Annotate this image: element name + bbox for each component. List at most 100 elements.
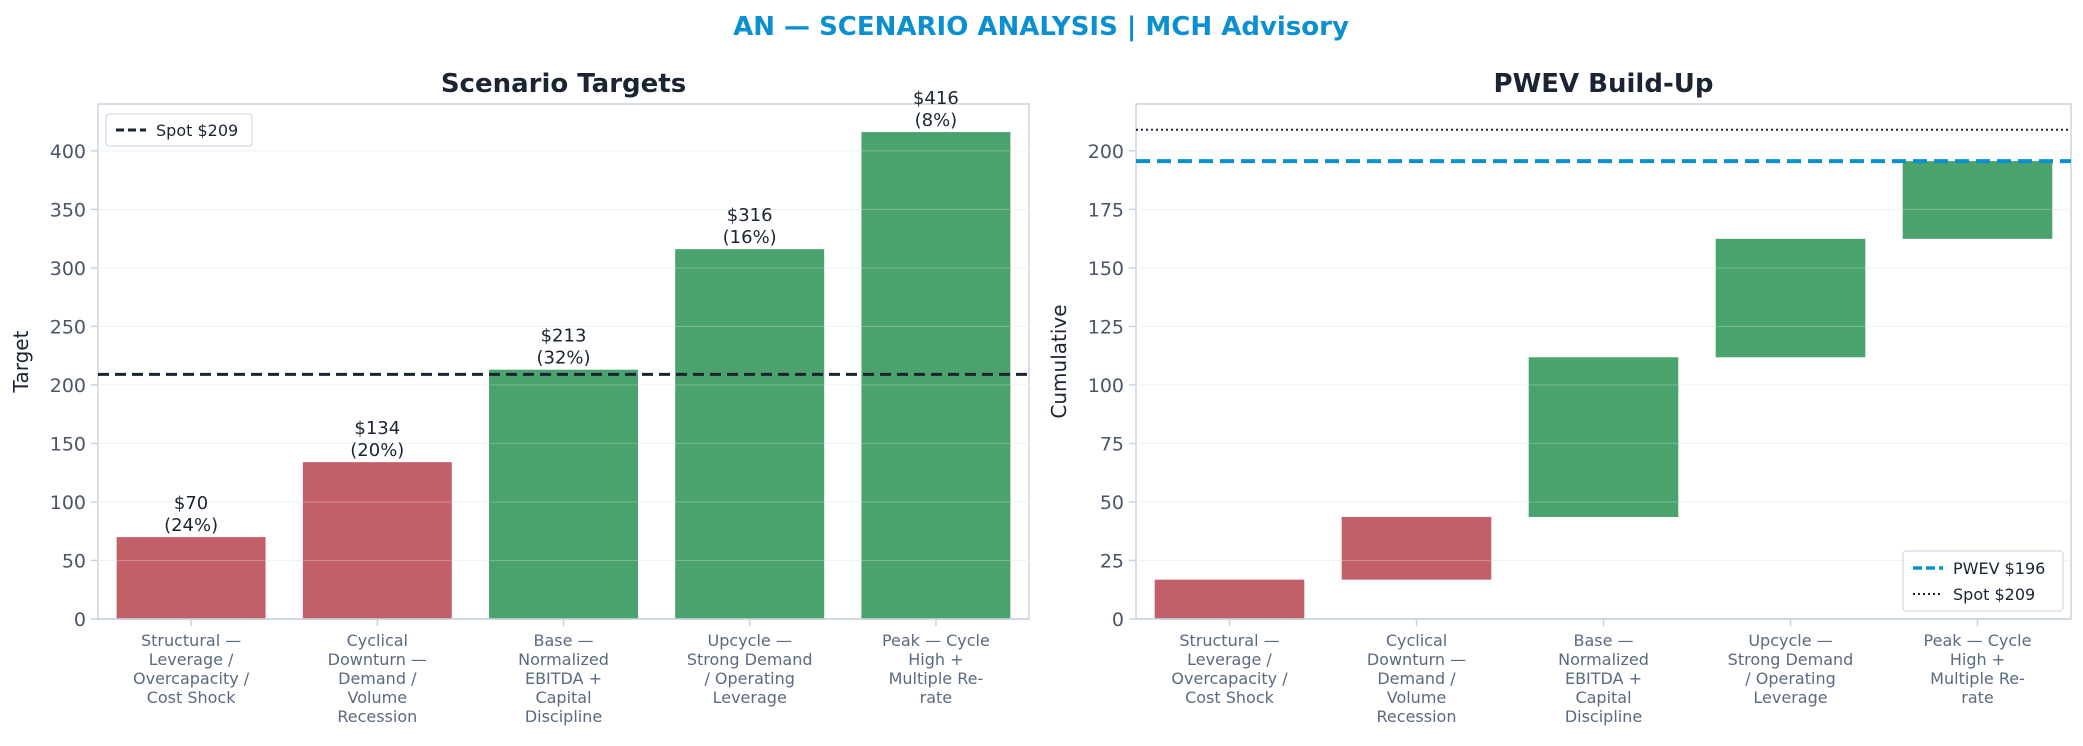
- x-tick-label-line: Normalized: [518, 650, 609, 669]
- y-tick-label: 150: [50, 433, 86, 455]
- data-label-value: $70: [174, 493, 208, 514]
- bar-4: [675, 249, 825, 620]
- x-tick-label-line: Structural —: [1179, 631, 1279, 650]
- y-tick-label: 300: [50, 258, 86, 280]
- bar-1: [1154, 579, 1305, 619]
- legend-label-spot: Spot $209: [1953, 585, 2035, 604]
- x-tick-label-line: Recession: [337, 707, 417, 726]
- x-tick-label-line: Recession: [1377, 707, 1457, 726]
- y-tick-label: 100: [50, 492, 86, 514]
- y-tick-label: 250: [50, 316, 86, 338]
- bar-5: [1902, 161, 2053, 239]
- data-label-probability: (20%): [350, 440, 404, 461]
- y-tick-label: 150: [1088, 258, 1124, 280]
- x-tick-label-line: Strong Demand: [687, 650, 813, 669]
- legend-box: [105, 113, 253, 147]
- x-tick-label-line: Cost Shock: [147, 688, 237, 707]
- x-tick-label-line: Base —: [533, 631, 593, 650]
- x-tick-label-line: Discipline: [525, 707, 602, 726]
- bar-3: [1528, 357, 1679, 517]
- x-tick-label-line: Discipline: [1565, 707, 1642, 726]
- figure-suptitle: AN — SCENARIO ANALYSIS | MCH Advisory: [733, 12, 1349, 42]
- y-tick-label: 50: [1100, 492, 1124, 514]
- data-label-probability: (16%): [723, 227, 777, 248]
- data-label-probability: (8%): [915, 110, 958, 131]
- bar-1: [116, 537, 266, 619]
- legend-label-spot: Spot $209: [156, 121, 238, 140]
- y-axis-label: Cumulative: [1047, 304, 1071, 418]
- x-tick-label-line: Downturn —: [1367, 650, 1466, 669]
- y-tick-label: 0: [74, 609, 86, 631]
- x-tick-label-line: Downturn —: [328, 650, 427, 669]
- y-tick-label: 125: [1088, 316, 1124, 338]
- x-tick-label-line: EBITDA +: [525, 669, 602, 688]
- legend-label-pwev: PWEV $196: [1953, 559, 2045, 578]
- x-tick-label-line: Overcapacity /: [1171, 669, 1288, 688]
- x-tick-label: Structural — Leverage / Overcapacity / Cost…: [1171, 631, 1288, 707]
- chart-title: PWEV Build-Up: [1494, 69, 1714, 99]
- y-tick-label: 0: [1112, 609, 1124, 631]
- data-label-value: $416: [913, 88, 959, 109]
- pwev-buildup-chart: PWEV Build-Up Cumulative 0 25 50 75 100 125 150 1…: [1047, 69, 2072, 726]
- y-tick-label: 50: [62, 550, 86, 572]
- x-tick-label-line: High +: [1950, 650, 2005, 669]
- chart-title: Scenario Targets: [441, 69, 686, 99]
- y-tick-label: 200: [50, 375, 86, 397]
- x-tick-label-line: Leverage /: [1187, 650, 1272, 669]
- y-tick-label: 25: [1100, 550, 1124, 572]
- data-label-probability: (24%): [164, 515, 218, 536]
- x-tick-label: Peak — Cycle High + Multiple Re-rate: [882, 631, 990, 707]
- x-tick-label-line: Cyclical: [347, 631, 408, 650]
- scenario-targets-chart: Scenario Targets Target 0 50 100 150 200 250 300…: [9, 69, 1030, 726]
- x-tick-label-line: Leverage: [713, 688, 787, 707]
- x-tick-label-line: Multiple Re-: [1930, 669, 2025, 688]
- x-tick-label: Base — Normalized EBITDA + Capital Disciplin…: [1558, 631, 1649, 726]
- y-tick-label: 200: [1088, 141, 1124, 163]
- x-tick-label: Cyclical Downturn — Demand / Volume Recessio…: [1367, 631, 1466, 726]
- x-tick-label-line: Base —: [1573, 631, 1633, 650]
- x-tick-label-line: Overcapacity /: [133, 669, 250, 688]
- bar-2: [1341, 516, 1492, 580]
- x-tick-label-line: / Operating: [1745, 669, 1835, 688]
- y-tick-label: 100: [1088, 375, 1124, 397]
- x-tick-label-line: Multiple Re-: [889, 669, 984, 688]
- y-tick-label: 175: [1088, 199, 1124, 221]
- x-tick-label: Cyclical Downturn — Demand / Volume Recessio…: [328, 631, 427, 726]
- x-tick-label-line: Strong Demand: [1728, 650, 1854, 669]
- x-tick-label-line: rate: [1961, 688, 1994, 707]
- x-tick-label-line: Leverage: [1753, 688, 1827, 707]
- x-tick-label-line: Normalized: [1558, 650, 1649, 669]
- x-tick-label-line: Volume: [348, 688, 408, 707]
- y-tick-label: 400: [50, 141, 86, 163]
- x-tick-label-line: Upcycle —: [1748, 631, 1832, 650]
- x-tick-label-line: Peak — Cycle: [1924, 631, 2032, 650]
- x-tick-label-line: Cost Shock: [1185, 688, 1275, 707]
- x-tick-label: Upcycle — Strong Demand / Operating Leverag…: [687, 631, 813, 707]
- x-tick-label-line: Upcycle —: [708, 631, 792, 650]
- x-tick-label-line: EBITDA +: [1565, 669, 1642, 688]
- bar-2: [302, 462, 452, 619]
- x-tick-label-line: Volume: [1387, 688, 1447, 707]
- x-tick-label-line: Demand /: [338, 669, 417, 688]
- y-tick-label: 75: [1100, 433, 1124, 455]
- x-tick-label-line: Structural —: [141, 631, 241, 650]
- x-tick-label-line: / Operating: [704, 669, 794, 688]
- x-tick-label: Base — Normalized EBITDA + Capital Disciplin…: [518, 631, 609, 726]
- y-axis-label: Target: [9, 330, 33, 393]
- x-tick-label-line: Peak — Cycle: [882, 631, 990, 650]
- legend-box: [1902, 550, 2064, 612]
- x-tick-label: Upcycle — Strong Demand / Operating Leverag…: [1728, 631, 1854, 707]
- x-tick-label-line: Capital: [1575, 688, 1631, 707]
- data-label-probability: (32%): [536, 348, 590, 369]
- x-tick-label-line: Cyclical: [1386, 631, 1447, 650]
- x-tick-label: Peak — Cycle High + Multiple Re-rate: [1924, 631, 2032, 707]
- x-tick-label-line: Leverage /: [149, 650, 234, 669]
- data-label-value: $134: [354, 418, 400, 439]
- data-label-value: $316: [727, 205, 773, 226]
- x-tick-label-line: rate: [920, 688, 953, 707]
- x-tick-label-line: Demand /: [1377, 669, 1456, 688]
- x-tick-label: Structural — Leverage / Overcapacity / Cost…: [133, 631, 250, 707]
- bar-3: [489, 369, 638, 619]
